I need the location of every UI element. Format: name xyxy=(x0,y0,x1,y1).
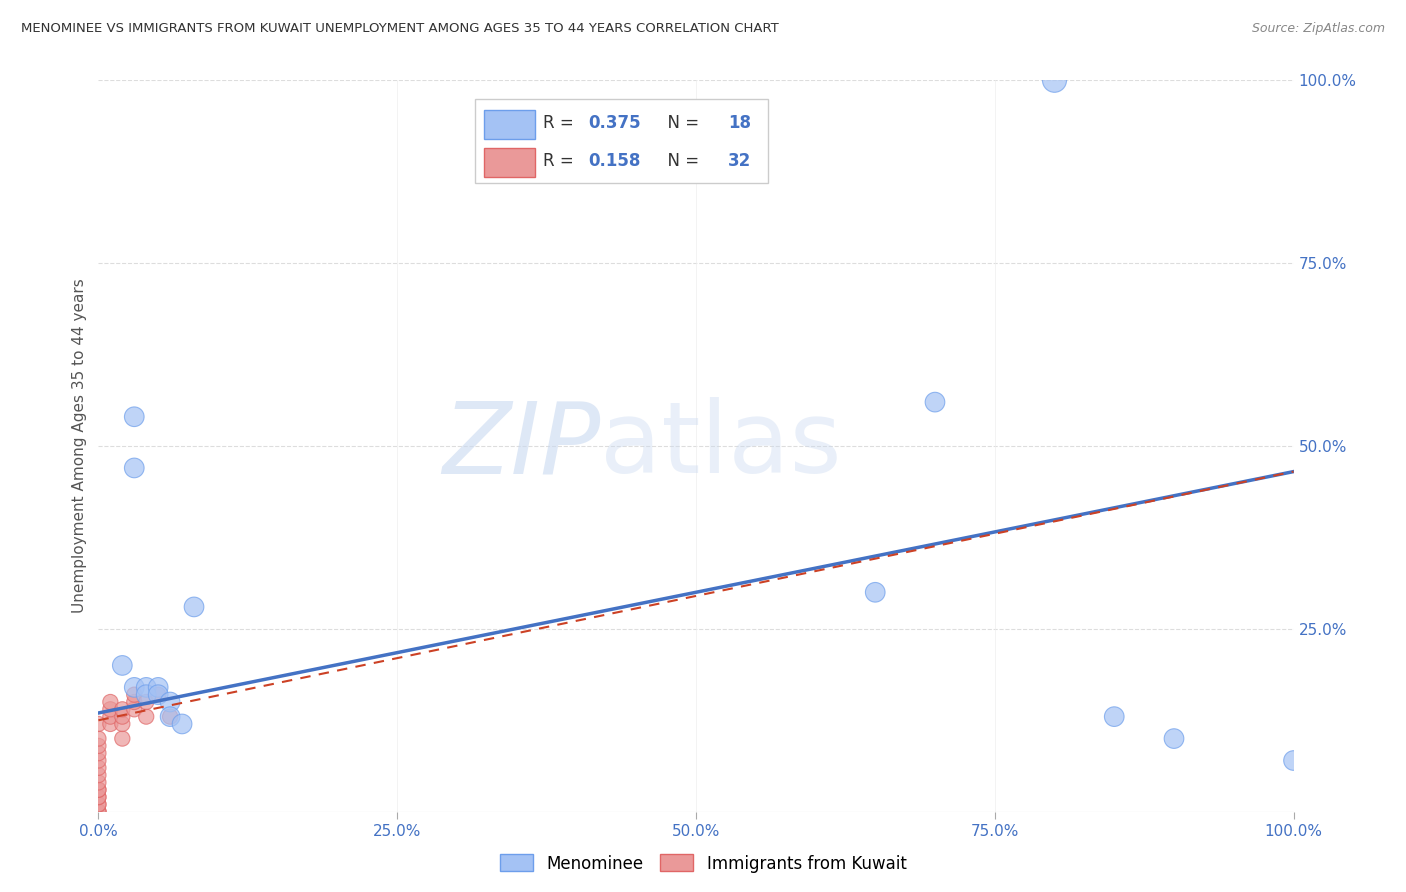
Point xyxy=(98,709,122,723)
Point xyxy=(124,461,146,475)
Point xyxy=(98,695,122,709)
Point xyxy=(87,797,110,812)
Point xyxy=(87,739,110,753)
Legend: Menominee, Immigrants from Kuwait: Menominee, Immigrants from Kuwait xyxy=(494,847,912,880)
Point xyxy=(87,805,110,819)
Point xyxy=(98,717,122,731)
Point xyxy=(865,585,887,599)
Point xyxy=(183,599,205,614)
Point xyxy=(87,768,110,782)
Point xyxy=(1282,754,1305,768)
Point xyxy=(1104,709,1126,723)
Point xyxy=(87,790,110,805)
Text: N =: N = xyxy=(657,113,704,132)
Point xyxy=(135,681,157,695)
Text: 0.158: 0.158 xyxy=(589,152,641,169)
Text: Source: ZipAtlas.com: Source: ZipAtlas.com xyxy=(1251,22,1385,36)
Point xyxy=(87,754,110,768)
Point xyxy=(159,709,181,723)
Point xyxy=(98,702,122,716)
Point xyxy=(148,688,170,702)
Point xyxy=(87,775,110,789)
Point xyxy=(159,709,181,723)
Text: R =: R = xyxy=(543,152,579,169)
Point xyxy=(148,681,170,695)
Y-axis label: Unemployment Among Ages 35 to 44 years: Unemployment Among Ages 35 to 44 years xyxy=(72,278,87,614)
Point xyxy=(87,717,110,731)
Text: R =: R = xyxy=(543,113,579,132)
Bar xyxy=(485,147,534,177)
Point xyxy=(87,790,110,805)
Point xyxy=(111,709,134,723)
Point xyxy=(87,797,110,812)
Point xyxy=(87,746,110,760)
Point xyxy=(87,805,110,819)
Point xyxy=(148,688,170,702)
Point xyxy=(124,681,146,695)
Point xyxy=(159,695,181,709)
Text: 0.375: 0.375 xyxy=(589,113,641,132)
Point xyxy=(87,805,110,819)
FancyBboxPatch shape xyxy=(475,99,768,183)
Point xyxy=(111,731,134,746)
Point xyxy=(124,409,146,424)
Text: 18: 18 xyxy=(728,113,751,132)
Point xyxy=(124,695,146,709)
Point xyxy=(1043,73,1066,87)
Point xyxy=(924,395,946,409)
Point xyxy=(87,782,110,797)
Point xyxy=(87,761,110,775)
Point xyxy=(172,717,194,731)
Point xyxy=(135,688,157,702)
Point xyxy=(111,658,134,673)
Point xyxy=(124,702,146,716)
Text: MENOMINEE VS IMMIGRANTS FROM KUWAIT UNEMPLOYMENT AMONG AGES 35 TO 44 YEARS CORRE: MENOMINEE VS IMMIGRANTS FROM KUWAIT UNEM… xyxy=(21,22,779,36)
Point xyxy=(87,782,110,797)
Point xyxy=(87,731,110,746)
Point xyxy=(124,688,146,702)
Point xyxy=(135,695,157,709)
Point xyxy=(111,702,134,716)
Text: 32: 32 xyxy=(728,152,751,169)
Text: ZIP: ZIP xyxy=(441,398,600,494)
Text: atlas: atlas xyxy=(600,398,842,494)
Point xyxy=(1163,731,1185,746)
Text: N =: N = xyxy=(657,152,704,169)
Point xyxy=(111,717,134,731)
Bar xyxy=(485,110,534,139)
Point xyxy=(135,709,157,723)
